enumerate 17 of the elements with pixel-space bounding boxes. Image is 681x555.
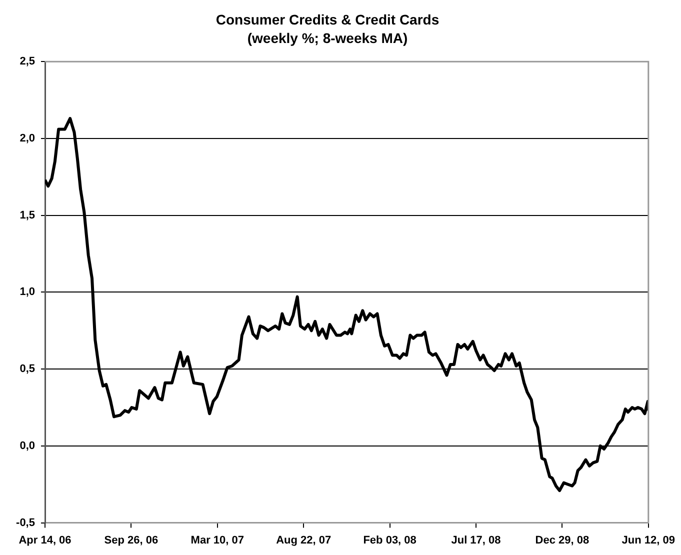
y-tick-label: 1,0: [20, 286, 35, 298]
x-tick-label: Apr 14, 06: [18, 534, 72, 546]
x-tick-label: Dec 29, 08: [535, 534, 590, 546]
chart-subtitle: (weekly %; 8-weeks MA): [247, 30, 408, 46]
x-tick-label: Mar 10, 07: [190, 534, 244, 546]
y-tick-label: 1,5: [20, 209, 35, 222]
x-tick-label: Feb 03, 08: [363, 534, 416, 546]
y-tick-label: 2,5: [20, 56, 35, 68]
y-tick-label: -0,5: [16, 516, 35, 529]
y-tick-label: 0,5: [20, 363, 35, 376]
x-tick-label: Jul 17, 08: [451, 534, 501, 546]
chart-title: Consumer Credits & Credit Cards: [216, 11, 440, 28]
x-tick-label: Aug 22, 07: [276, 534, 332, 546]
y-tick-label: 0,0: [20, 440, 35, 452]
x-tick-label: Jun 12, 09: [622, 534, 676, 546]
x-tick-label: Sep 26, 06: [104, 534, 158, 546]
y-tick-label: 2,0: [20, 132, 35, 144]
